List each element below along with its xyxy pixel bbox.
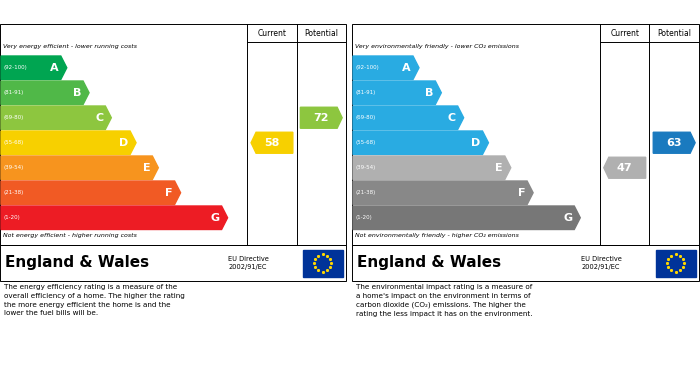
Text: Energy Efficiency Rating: Energy Efficiency Rating <box>5 7 159 17</box>
Text: Potential: Potential <box>304 29 338 38</box>
Text: E: E <box>495 163 503 173</box>
Polygon shape <box>353 181 533 204</box>
Polygon shape <box>1 81 89 104</box>
Text: The environmental impact rating is a measure of
a home's impact on the environme: The environmental impact rating is a mea… <box>356 284 533 317</box>
Text: Current: Current <box>258 29 286 38</box>
Polygon shape <box>1 131 136 154</box>
Text: A: A <box>50 63 59 73</box>
Text: C: C <box>95 113 104 123</box>
Text: (21-38): (21-38) <box>355 190 375 195</box>
Polygon shape <box>604 157 645 178</box>
Text: EU Directive
2002/91/EC: EU Directive 2002/91/EC <box>581 256 622 270</box>
Bar <box>302 249 342 276</box>
Text: (81-91): (81-91) <box>355 90 375 95</box>
Text: (1-20): (1-20) <box>3 215 20 220</box>
Polygon shape <box>251 132 293 153</box>
Text: (55-68): (55-68) <box>3 140 23 145</box>
Text: Environmental Impact (CO₂) Rating: Environmental Impact (CO₂) Rating <box>357 7 578 17</box>
Text: (69-80): (69-80) <box>3 115 23 120</box>
Text: (39-54): (39-54) <box>355 165 375 170</box>
Text: C: C <box>447 113 456 123</box>
Text: Not energy efficient - higher running costs: Not energy efficient - higher running co… <box>3 233 137 238</box>
Text: G: G <box>211 213 220 223</box>
Text: (1-20): (1-20) <box>355 215 372 220</box>
Text: England & Wales: England & Wales <box>5 255 149 271</box>
Polygon shape <box>353 81 441 104</box>
Text: 47: 47 <box>617 163 633 173</box>
Text: G: G <box>563 213 573 223</box>
Text: F: F <box>517 188 525 198</box>
Polygon shape <box>1 181 181 204</box>
Text: F: F <box>165 188 173 198</box>
Text: Potential: Potential <box>657 29 691 38</box>
Text: (81-91): (81-91) <box>3 90 23 95</box>
Text: (21-38): (21-38) <box>3 190 23 195</box>
Text: 72: 72 <box>314 113 329 123</box>
Text: Current: Current <box>610 29 639 38</box>
Polygon shape <box>300 107 342 128</box>
Text: D: D <box>119 138 128 148</box>
Polygon shape <box>353 106 463 129</box>
Polygon shape <box>353 131 489 154</box>
Bar <box>656 249 696 276</box>
Polygon shape <box>1 206 228 230</box>
Polygon shape <box>1 106 111 129</box>
Text: (69-80): (69-80) <box>355 115 375 120</box>
Text: B: B <box>425 88 433 98</box>
Text: The energy efficiency rating is a measure of the
overall efficiency of a home. T: The energy efficiency rating is a measur… <box>4 284 185 316</box>
Polygon shape <box>353 56 419 79</box>
Text: Very energy efficient - lower running costs: Very energy efficient - lower running co… <box>3 44 137 49</box>
Polygon shape <box>1 56 66 79</box>
Text: E: E <box>143 163 150 173</box>
Polygon shape <box>353 156 511 179</box>
Polygon shape <box>653 132 695 153</box>
Text: (92-100): (92-100) <box>355 65 379 70</box>
Text: 63: 63 <box>666 138 682 148</box>
Text: EU Directive
2002/91/EC: EU Directive 2002/91/EC <box>228 256 270 270</box>
Text: (39-54): (39-54) <box>3 165 23 170</box>
Text: England & Wales: England & Wales <box>357 255 501 271</box>
Polygon shape <box>353 206 580 230</box>
Polygon shape <box>1 156 158 179</box>
Text: (55-68): (55-68) <box>355 140 375 145</box>
Text: Very environmentally friendly - lower CO₂ emissions: Very environmentally friendly - lower CO… <box>355 44 519 49</box>
Text: Not environmentally friendly - higher CO₂ emissions: Not environmentally friendly - higher CO… <box>355 233 519 238</box>
Text: B: B <box>73 88 81 98</box>
Text: D: D <box>471 138 480 148</box>
Text: 58: 58 <box>265 138 279 148</box>
Text: (92-100): (92-100) <box>3 65 27 70</box>
Text: A: A <box>402 63 411 73</box>
